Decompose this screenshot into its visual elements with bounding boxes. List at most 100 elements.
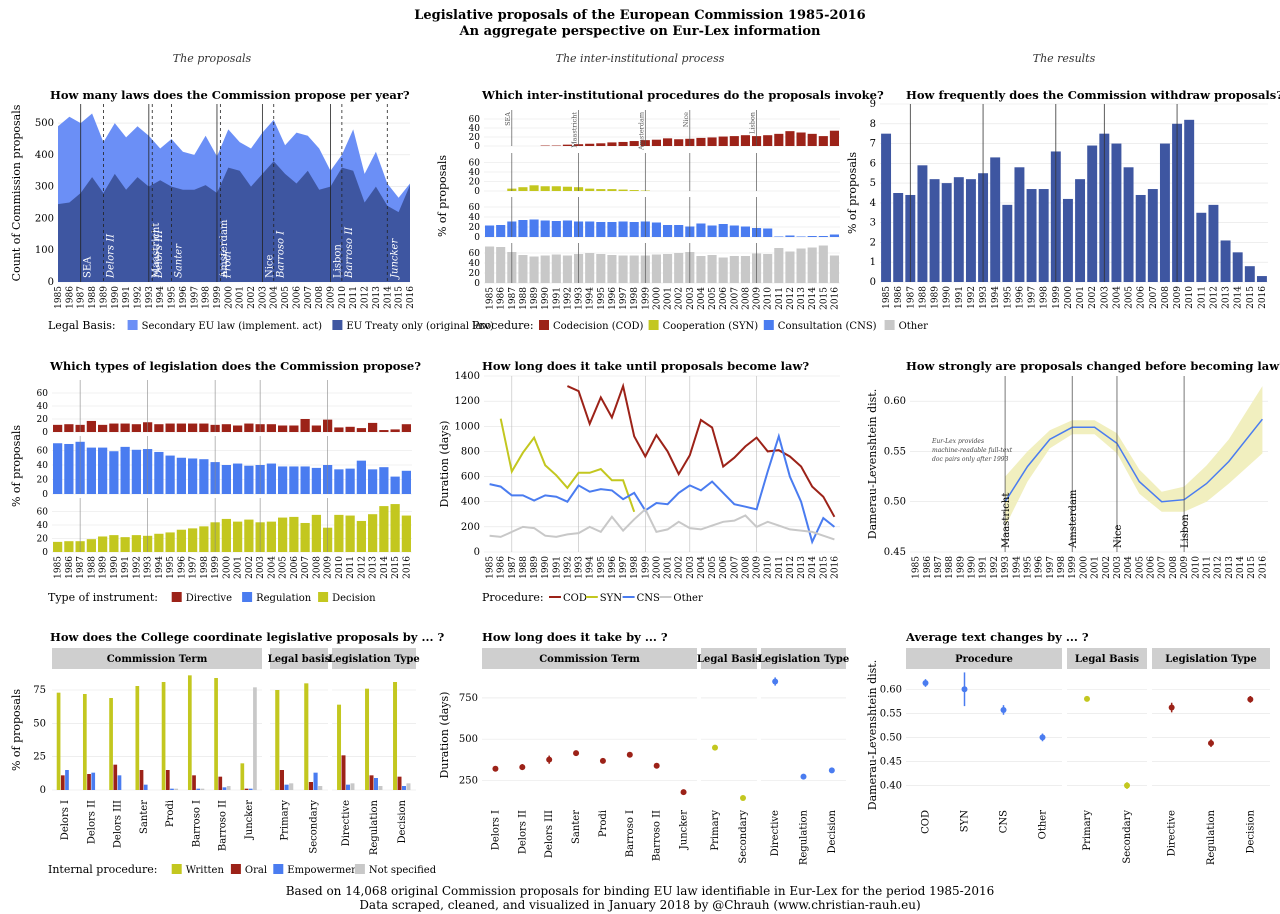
y-tick-label: 60 (469, 159, 481, 169)
chart-title: How many laws does the Commission propos… (50, 88, 410, 102)
legend-label: Cooperation (SYN) (663, 321, 759, 332)
y-tick-label: 25 (33, 752, 46, 763)
bar (485, 225, 495, 237)
bar (763, 135, 773, 146)
y-tick-label: 40 (469, 168, 481, 178)
bar (176, 529, 186, 552)
x-tick-label: 2009 (324, 556, 334, 579)
bar (161, 682, 166, 790)
bar (199, 526, 209, 552)
bar (818, 236, 828, 237)
x-tick-label: 2003 (686, 287, 696, 310)
legend-title: Type of instrument: (48, 591, 158, 604)
x-tick-label: 2004 (697, 287, 707, 310)
bar (154, 424, 164, 432)
bar (401, 470, 411, 494)
data-point (1039, 734, 1046, 741)
bar (529, 256, 539, 283)
x-tick-label: 2008 (1161, 286, 1171, 309)
x-tick-label: 1998 (200, 556, 210, 579)
x-tick-label: 1998 (630, 556, 640, 579)
y-tick-label: 200 (35, 213, 54, 224)
bar (829, 130, 839, 146)
x-tick-label: Delors I (490, 810, 501, 850)
facet-label: Legal Basis (1075, 654, 1140, 665)
bar (199, 423, 209, 432)
x-tick-label: 1996 (608, 556, 618, 579)
bar (718, 136, 728, 146)
bar (218, 776, 223, 790)
bar (356, 428, 366, 432)
bar (53, 443, 63, 494)
bar (729, 225, 739, 237)
bar (1062, 198, 1073, 282)
x-tick-label: 1991 (552, 287, 562, 310)
bar (562, 144, 572, 146)
bar (334, 469, 344, 494)
bar (221, 424, 231, 432)
x-tick-label: 1987 (906, 286, 916, 309)
x-tick-label: 2016 (1258, 556, 1268, 579)
bar (729, 256, 739, 283)
event-label: Amsterdam (1068, 489, 1079, 549)
x-tick-label: 1985 (882, 286, 892, 309)
x-tick-label: 2012 (1209, 286, 1219, 309)
bar (378, 786, 383, 790)
x-tick-label: Barroso I (625, 810, 636, 857)
bar (1014, 167, 1025, 282)
x-tick-label: Prodi (598, 810, 609, 837)
x-tick-label: Secondary (1122, 810, 1133, 864)
y-axis-label: Damerau-Levenshtein dist. (866, 660, 879, 810)
x-tick-label: 2002 (245, 556, 255, 579)
bar (740, 226, 750, 237)
x-tick-label: 2002 (675, 287, 685, 310)
bar (345, 468, 355, 494)
bar (244, 519, 254, 552)
x-tick-label: 2004 (697, 556, 707, 579)
bar (278, 466, 288, 494)
bar (585, 253, 595, 283)
bar (266, 463, 276, 494)
facet-strip (52, 648, 262, 669)
x-tick-label: Delors III (544, 810, 555, 858)
data-point (492, 765, 499, 772)
bar (596, 254, 606, 283)
bar (1159, 143, 1170, 282)
data-point (712, 744, 718, 751)
x-tick-label: 2002 (1088, 286, 1098, 309)
bar (1147, 189, 1158, 282)
bar (379, 430, 389, 432)
bar (365, 688, 370, 790)
bar (893, 193, 904, 282)
data-point (1168, 704, 1175, 711)
event-label: Amsterdam (637, 112, 645, 151)
y-tick-label: 4 (870, 198, 876, 209)
page-title: Legislative proposals of the European Co… (414, 8, 866, 23)
bar (796, 248, 806, 283)
x-tick-label: 2011 (346, 556, 356, 579)
y-tick-label: 60 (37, 389, 49, 399)
x-tick-label: 2000 (652, 287, 662, 310)
bar (729, 136, 739, 146)
x-tick-label: 2013 (369, 556, 379, 579)
bar (629, 141, 639, 146)
x-tick-label: Decision (397, 799, 408, 843)
x-tick-label: 1996 (1015, 286, 1025, 309)
x-tick-label: 1997 (1028, 286, 1038, 309)
x-tick-label: 1988 (87, 556, 97, 579)
legend-key (648, 320, 659, 330)
x-tick-label: 2008 (315, 286, 325, 309)
bar (674, 139, 684, 146)
bar (174, 788, 179, 790)
y-tick-label: 0.50 (884, 497, 906, 508)
legend-key (230, 864, 241, 874)
x-tick-label: 2001 (236, 286, 246, 309)
bar (165, 455, 175, 494)
x-tick-label: 1993 (575, 287, 585, 310)
x-tick-label: Delors II (86, 800, 97, 844)
event-label: Delors II (105, 233, 116, 279)
bar (248, 788, 253, 790)
x-tick-label: 1995 (166, 556, 176, 579)
x-tick-label: 1997 (189, 556, 199, 579)
